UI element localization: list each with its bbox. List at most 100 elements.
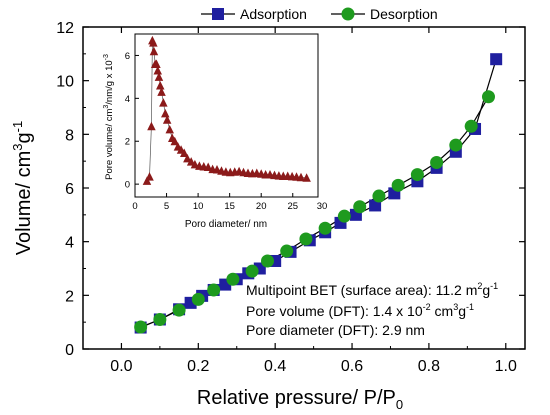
inset-y-axis-title-sup1: 3: [103, 105, 110, 109]
desorption-point: [464, 119, 478, 133]
annotation-pv-unit-sup2: -1: [466, 302, 474, 312]
desorption-point: [191, 292, 205, 306]
inset-x-tick-label: 15: [224, 201, 235, 212]
desorption-point: [318, 221, 332, 235]
inset-psd-point: [145, 172, 154, 181]
main-x-tick-label: 0.4: [264, 358, 286, 375]
main-y-axis-title-text: Volume/ cm: [13, 151, 35, 255]
legend-adsorption-marker: [212, 8, 224, 20]
desorption-point: [153, 312, 167, 326]
inset-psd-point: [159, 98, 168, 107]
legend-desorption-label: Desorption: [370, 6, 438, 22]
inset-x-tick-label: 0: [132, 201, 137, 212]
desorption-point: [391, 178, 405, 192]
inset-psd-point: [170, 136, 179, 146]
desorption-point: [337, 209, 351, 223]
inset-psd-point: [183, 153, 192, 163]
inset-psd-point: [156, 81, 165, 90]
main-y-tick-label: 0: [65, 342, 74, 359]
inset-x-tick-label: 10: [193, 201, 204, 212]
legend-desorption-marker: [341, 7, 355, 21]
inset-psd-point: [161, 108, 170, 118]
annotation-pv-unit-g: g: [458, 303, 466, 319]
main-x-tick-label: 0.8: [418, 358, 440, 375]
main-y-axis-title: Volume/ cm3g-1: [10, 121, 35, 255]
inset-psd-point: [296, 172, 306, 182]
desorption-point: [226, 272, 240, 286]
main-y-tick-label: 10: [56, 74, 74, 91]
main-y-tick-label: 12: [56, 20, 74, 37]
main-x-axis-title-text: Relative pressure/ P/P: [197, 387, 396, 409]
desorption-point: [430, 156, 444, 170]
main-y-tick-label: 4: [65, 235, 74, 252]
desorption-point: [172, 303, 186, 317]
annotation-pv-unit: cm: [431, 303, 454, 319]
inset-x-tick-label: 25: [287, 201, 298, 212]
desorption-point: [372, 189, 386, 203]
main-y-tick-label: 2: [65, 288, 74, 305]
inset-psd-point: [180, 148, 189, 157]
inset-psd-point: [153, 66, 162, 75]
inset-psd-point: [147, 121, 156, 131]
inset-x-axis-title: Poro diameter/ nm: [185, 219, 267, 230]
main-axis-ticks: 0.0 0.2 0.4 0.6 0.8 1.0 0 2 4 6 8 10 12: [56, 20, 525, 375]
inset-psd-point: [149, 38, 158, 47]
legend: Adsorption Desorption: [201, 6, 438, 22]
desorption-point: [410, 168, 424, 182]
adsorption-point: [490, 53, 503, 66]
inset-psd-point: [165, 124, 174, 134]
inset-y-axis-title: Pore volume/ cm3/nm/g x 10-3: [103, 54, 115, 180]
inset-y-axis-title-text: Pore volume/ cm: [104, 109, 115, 180]
main-y-axis-title-sup2: -1: [10, 121, 25, 133]
main-x-axis-title: Relative pressure/ P/P0: [197, 387, 403, 412]
desorption-point: [299, 232, 313, 246]
main-x-tick-label: 0.0: [110, 358, 132, 375]
inset-y-tick-label: 0: [125, 180, 130, 191]
desorption-point: [134, 320, 148, 334]
main-y-tick-label: 8: [65, 127, 74, 144]
desorption-point: [449, 138, 463, 152]
desorption-point: [260, 254, 274, 268]
inset-psd-point: [162, 115, 172, 124]
desorption-point: [280, 244, 294, 258]
inset-axis-ticks: 0 5 10 15 20 25 30 0 2 4 6: [125, 51, 328, 212]
inset-psd-point: [142, 176, 152, 185]
inset-x-tick-label: 20: [256, 201, 267, 212]
annotation-pv-unit-sup: 3: [453, 302, 458, 312]
main-y-axis-title-g: g: [13, 132, 35, 143]
annotation-block: Multipoint BET (surface area): 11.2 m2g-…: [246, 281, 498, 338]
inset-y-tick-label: 6: [125, 51, 130, 62]
inset-psd-point: [149, 46, 159, 56]
inset-y-tick-label: 2: [125, 137, 130, 148]
main-series-markers: [134, 53, 503, 334]
desorption-point: [481, 90, 495, 104]
desorption-point: [207, 283, 221, 297]
inset-x-tick-label: 30: [317, 201, 328, 212]
inset-psd-point: [154, 72, 164, 81]
inset-x-tick-label: 5: [164, 201, 169, 212]
inset-y-axis-title-rest: /nm/g x 10: [104, 60, 115, 104]
annotation-bet-text: Multipoint BET (surface area): 11.2 m: [246, 282, 477, 298]
inset-psd-point: [152, 59, 161, 68]
main-x-tick-label: 0.2: [187, 358, 209, 375]
inset-psd-point: [302, 173, 311, 182]
adsorption-point: [253, 262, 266, 275]
inset-psd-point: [157, 87, 166, 96]
annotation-pore-diameter: Pore diameter (DFT): 2.9 nm: [246, 322, 425, 338]
main-x-tick-label: 0.6: [341, 358, 363, 375]
annotation-pv-text: Pore volume (DFT): 1.4 x 10: [246, 303, 423, 319]
annotation-bet-sup: 2: [477, 281, 482, 291]
annotation-bet: Multipoint BET (surface area): 11.2 m2g-…: [246, 281, 498, 298]
main-x-axis-title-subscript: 0: [396, 397, 403, 412]
annotation-bet-sup2: -1: [490, 281, 498, 291]
annotation-bet-g: g: [482, 282, 490, 298]
annotation-pv-exp: -2: [423, 302, 431, 312]
desorption-point: [353, 200, 367, 214]
main-y-axis-title-sup1: 3: [10, 143, 25, 150]
inset-y-tick-label: 4: [125, 94, 130, 105]
annotation-pore-volume: Pore volume (DFT): 1.4 x 10-2 cm3g-1: [246, 302, 474, 319]
desorption-point: [245, 264, 259, 278]
legend-adsorption-label: Adsorption: [240, 6, 307, 22]
main-y-tick-label: 6: [65, 181, 74, 198]
